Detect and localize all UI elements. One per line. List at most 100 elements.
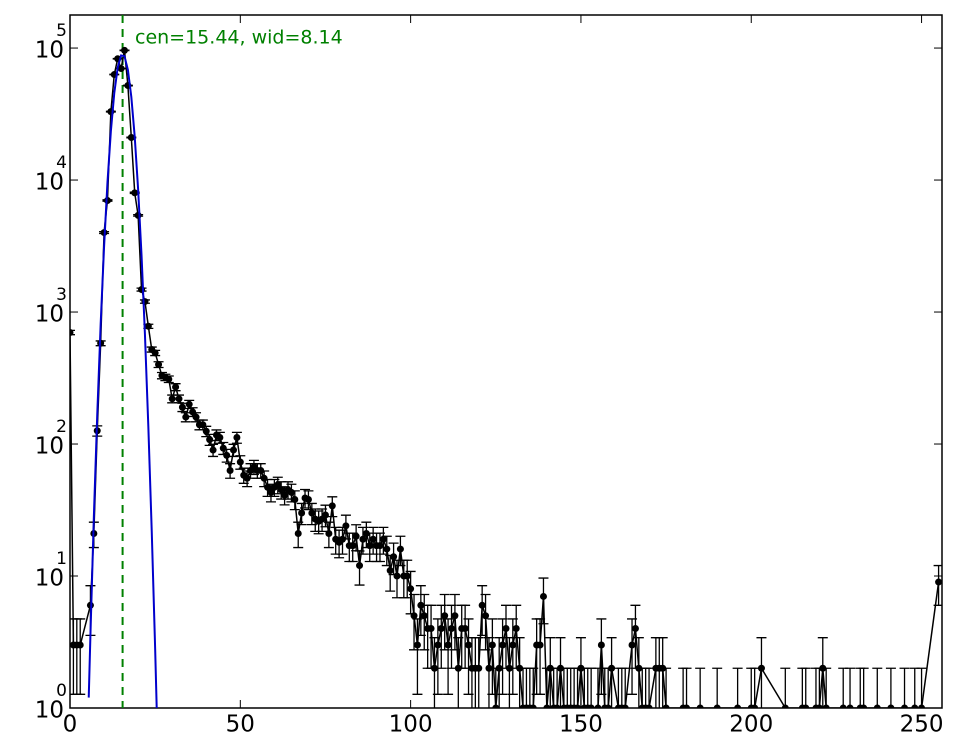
data-point — [131, 189, 139, 197]
error-bar — [633, 637, 644, 708]
data-point — [155, 361, 163, 369]
data-point — [226, 467, 234, 475]
data-point — [168, 395, 176, 403]
data-point — [461, 625, 469, 633]
data-point — [594, 704, 602, 708]
error-bar — [872, 667, 883, 708]
x-tick-label: 200 — [729, 712, 773, 738]
error-bar — [514, 637, 525, 708]
data-point — [887, 704, 895, 708]
error-bar — [712, 667, 723, 708]
data-point — [230, 446, 237, 454]
data-point — [202, 427, 210, 435]
data-point — [448, 625, 455, 633]
data-point — [587, 704, 595, 708]
error-bar — [800, 667, 811, 708]
data-point — [499, 641, 507, 649]
y-tick-label: 10 — [35, 302, 64, 328]
data-point — [505, 664, 513, 672]
data-point — [509, 641, 517, 649]
data-point — [264, 483, 272, 491]
data-point — [291, 495, 299, 503]
data-point — [757, 664, 765, 672]
data-point — [390, 553, 398, 561]
data-point — [451, 612, 459, 620]
error-bar — [885, 667, 896, 708]
data-point — [475, 664, 483, 672]
data-point — [815, 704, 823, 708]
error-bar — [661, 667, 672, 708]
data-point — [631, 625, 639, 633]
data-point — [369, 535, 377, 543]
y-tick-label: 10 — [35, 434, 64, 460]
error-bar — [545, 637, 556, 708]
data-point — [308, 509, 316, 517]
data-point — [277, 486, 285, 494]
data-point — [70, 328, 74, 336]
data-point — [604, 704, 612, 708]
data-point — [175, 395, 183, 403]
data-point — [206, 436, 214, 444]
data-point — [539, 592, 547, 600]
error-bar — [821, 667, 832, 708]
data-point — [274, 481, 282, 489]
data-point — [465, 641, 473, 649]
data-point — [901, 704, 909, 708]
data-point — [121, 46, 128, 54]
annotation: cen=15.44, wid=8.14 — [135, 27, 343, 49]
data-point — [178, 403, 186, 411]
data-point — [430, 664, 438, 672]
data-point — [502, 625, 510, 633]
data-point — [478, 601, 486, 609]
error-bar — [657, 637, 668, 708]
data-point — [553, 704, 561, 708]
data-point — [396, 545, 404, 553]
data-point — [802, 704, 810, 708]
x-tick-label: 150 — [559, 712, 603, 738]
data-point — [76, 641, 84, 649]
data-point — [860, 704, 868, 708]
data-point — [410, 612, 418, 620]
data-point — [482, 612, 490, 620]
data-point — [366, 542, 374, 550]
data-point — [298, 509, 306, 517]
error-bar — [70, 329, 75, 336]
data-point — [236, 458, 244, 466]
data-point — [359, 535, 367, 543]
error-bar — [916, 667, 927, 708]
data-point — [713, 704, 721, 708]
data-point — [536, 641, 544, 649]
data-point — [935, 578, 942, 586]
data-point — [512, 625, 520, 633]
error-bar — [75, 618, 86, 695]
data-point — [328, 502, 336, 510]
y-tick-exponent: 2 — [56, 417, 67, 437]
data-point — [281, 491, 289, 499]
data-point — [144, 322, 152, 330]
data-point — [427, 625, 435, 633]
x-tick-label: 250 — [900, 712, 944, 738]
data-point — [199, 421, 207, 429]
x-tick-label: 0 — [63, 712, 78, 738]
data-point — [233, 434, 241, 442]
error-bar — [899, 667, 910, 708]
data-point — [492, 704, 500, 708]
y-tick-exponent: 4 — [56, 153, 67, 173]
data-point — [260, 474, 268, 482]
data-point — [662, 704, 670, 708]
data-point — [621, 704, 629, 708]
data-point — [192, 413, 200, 421]
y-tick-exponent: 5 — [56, 21, 67, 41]
data-point — [839, 704, 847, 708]
data-point — [417, 601, 425, 609]
y-tick-exponent: 3 — [56, 285, 67, 305]
error-bar — [780, 667, 791, 708]
data-point — [172, 383, 180, 391]
data-point — [751, 704, 759, 708]
data-point — [209, 446, 217, 454]
data-point — [182, 413, 190, 421]
data-point — [352, 532, 360, 540]
data-point — [441, 612, 449, 620]
data-point — [529, 704, 537, 708]
